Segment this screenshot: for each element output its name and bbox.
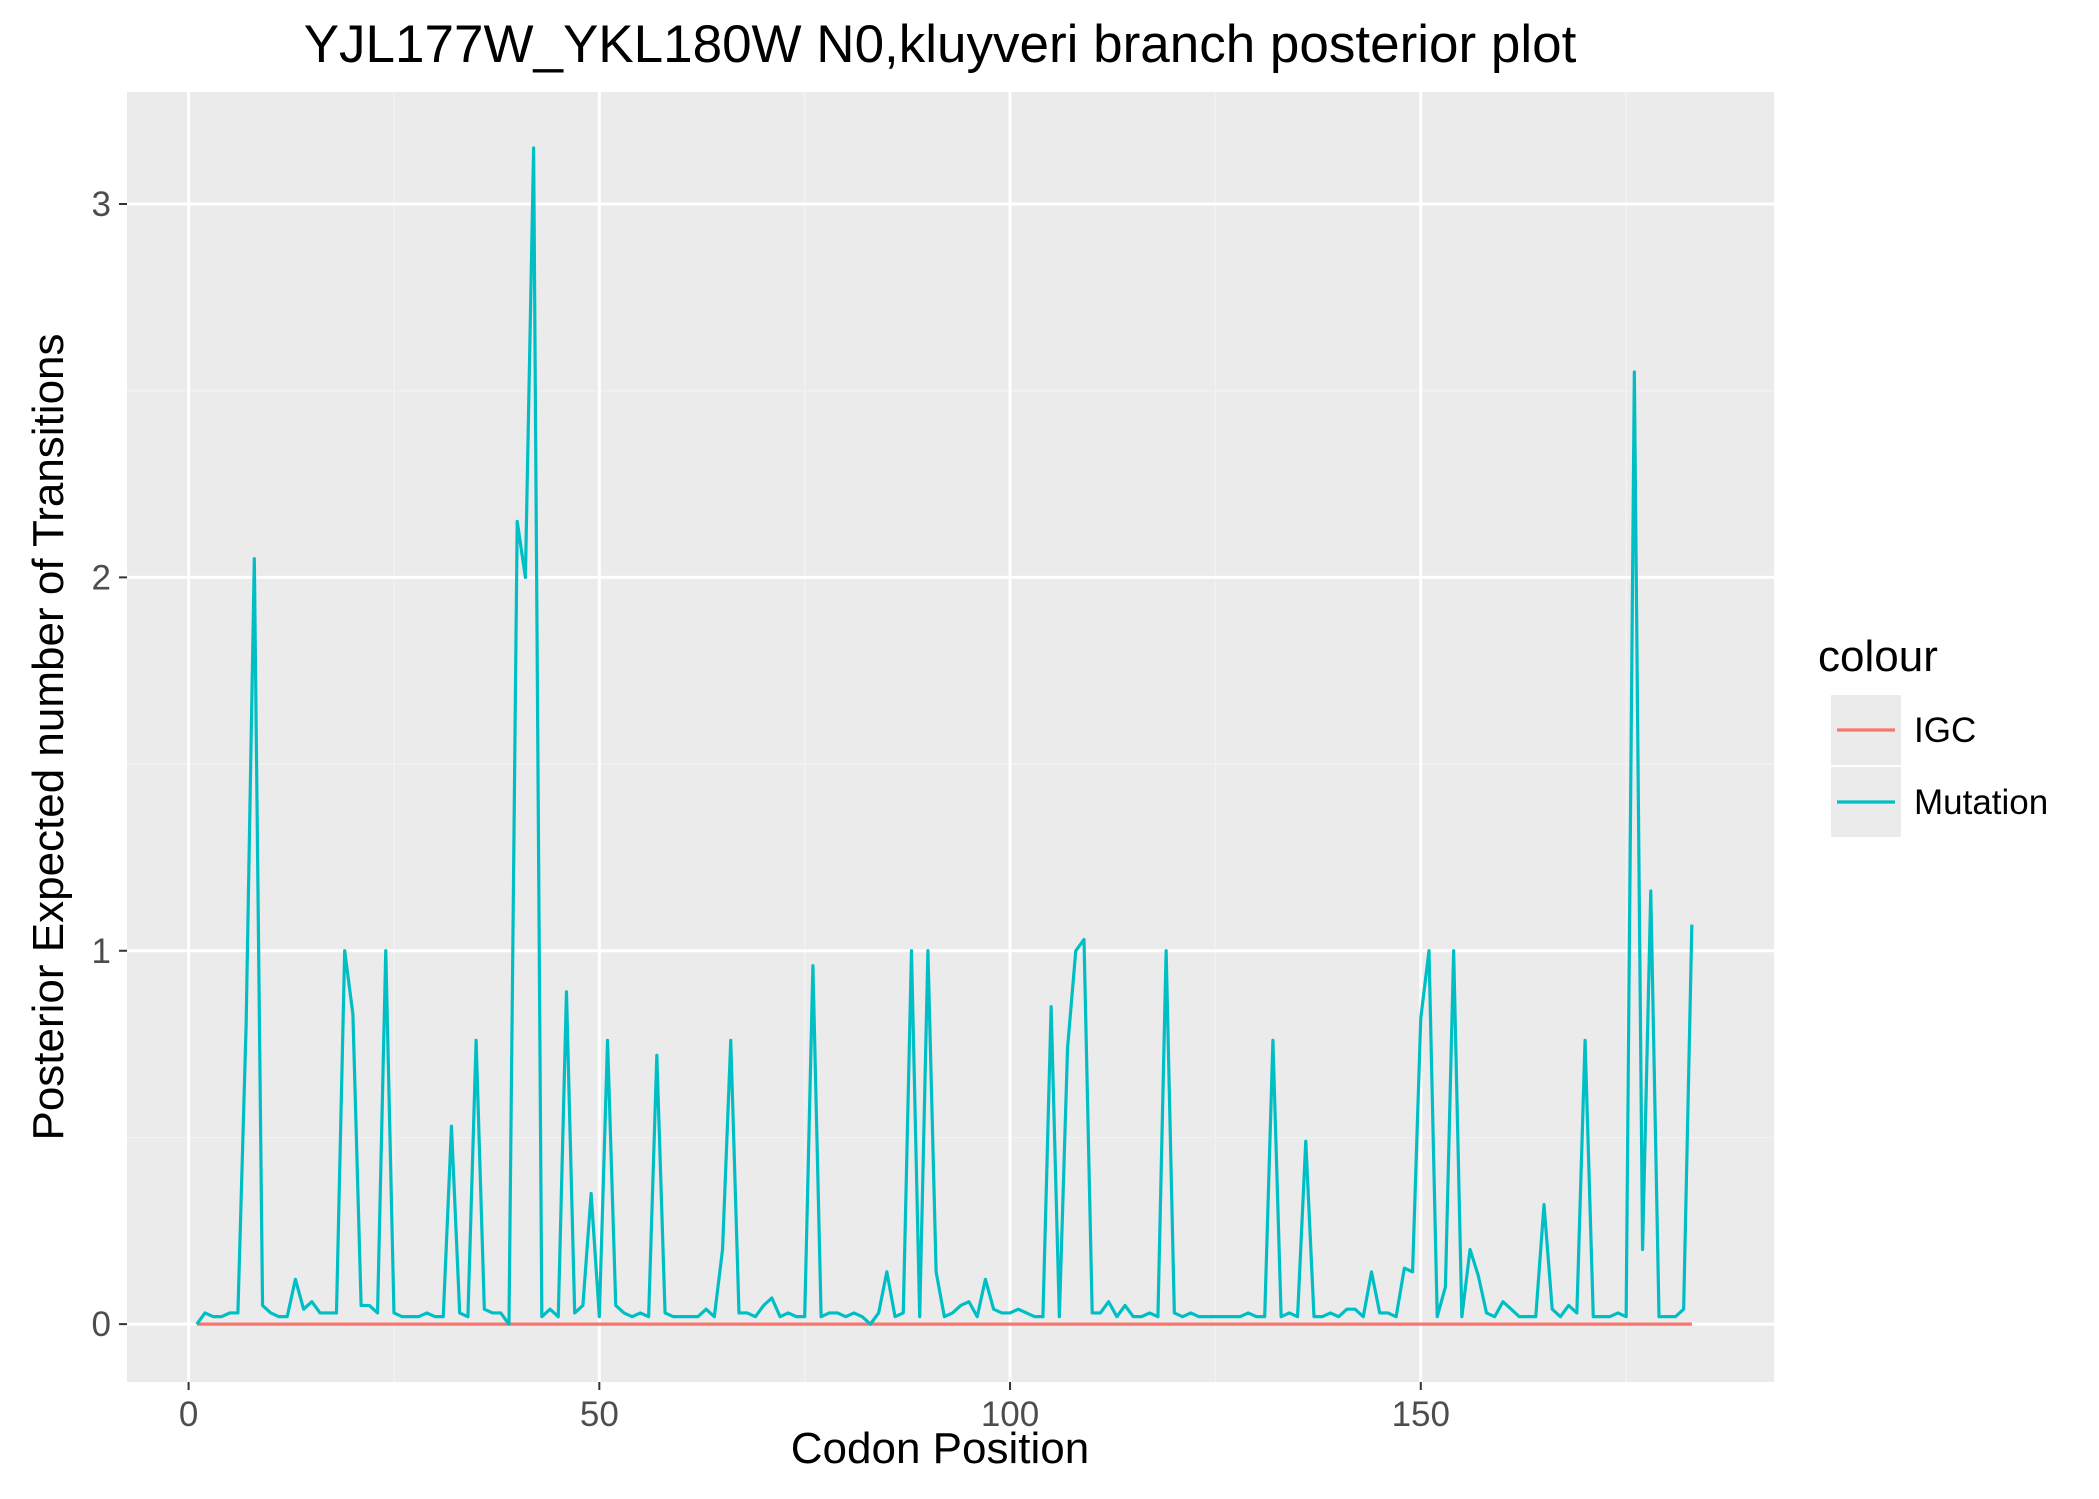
legend-items: IGC Mutation [1829, 693, 2048, 839]
x-axis-label: Codon Position [791, 1424, 1089, 1473]
legend: colour IGC Mutation [1818, 632, 2048, 839]
y-tick-label: 2 [92, 558, 111, 597]
x-tick-label: 0 [179, 1395, 198, 1434]
y-tick-label: 1 [92, 932, 111, 971]
y-tick-label: 0 [92, 1305, 111, 1344]
x-tick-labels: 0 50 100 150 [179, 1395, 1450, 1434]
x-tick-label: 150 [1392, 1395, 1450, 1434]
plot-panel [127, 92, 1774, 1382]
y-tick-labels: 0 1 2 3 [92, 185, 111, 1344]
chart-title: YJL177W_YKL180W N0,kluyveri branch poste… [304, 15, 1577, 74]
legend-label-igc: IGC [1914, 711, 1976, 750]
y-axis-label: Posterior Expected number of Transitions [24, 333, 73, 1140]
x-tick-label: 100 [981, 1395, 1039, 1434]
series-layer [195, 146, 1694, 1326]
y-tick-label: 3 [92, 185, 111, 224]
axis-ticks [119, 203, 1422, 1390]
legend-label-mutation: Mutation [1914, 783, 2048, 822]
series-line-mutation [195, 146, 1694, 1326]
minor-gridlines [127, 92, 1774, 1382]
legend-title: colour [1818, 632, 1938, 681]
x-tick-label: 50 [580, 1395, 619, 1434]
